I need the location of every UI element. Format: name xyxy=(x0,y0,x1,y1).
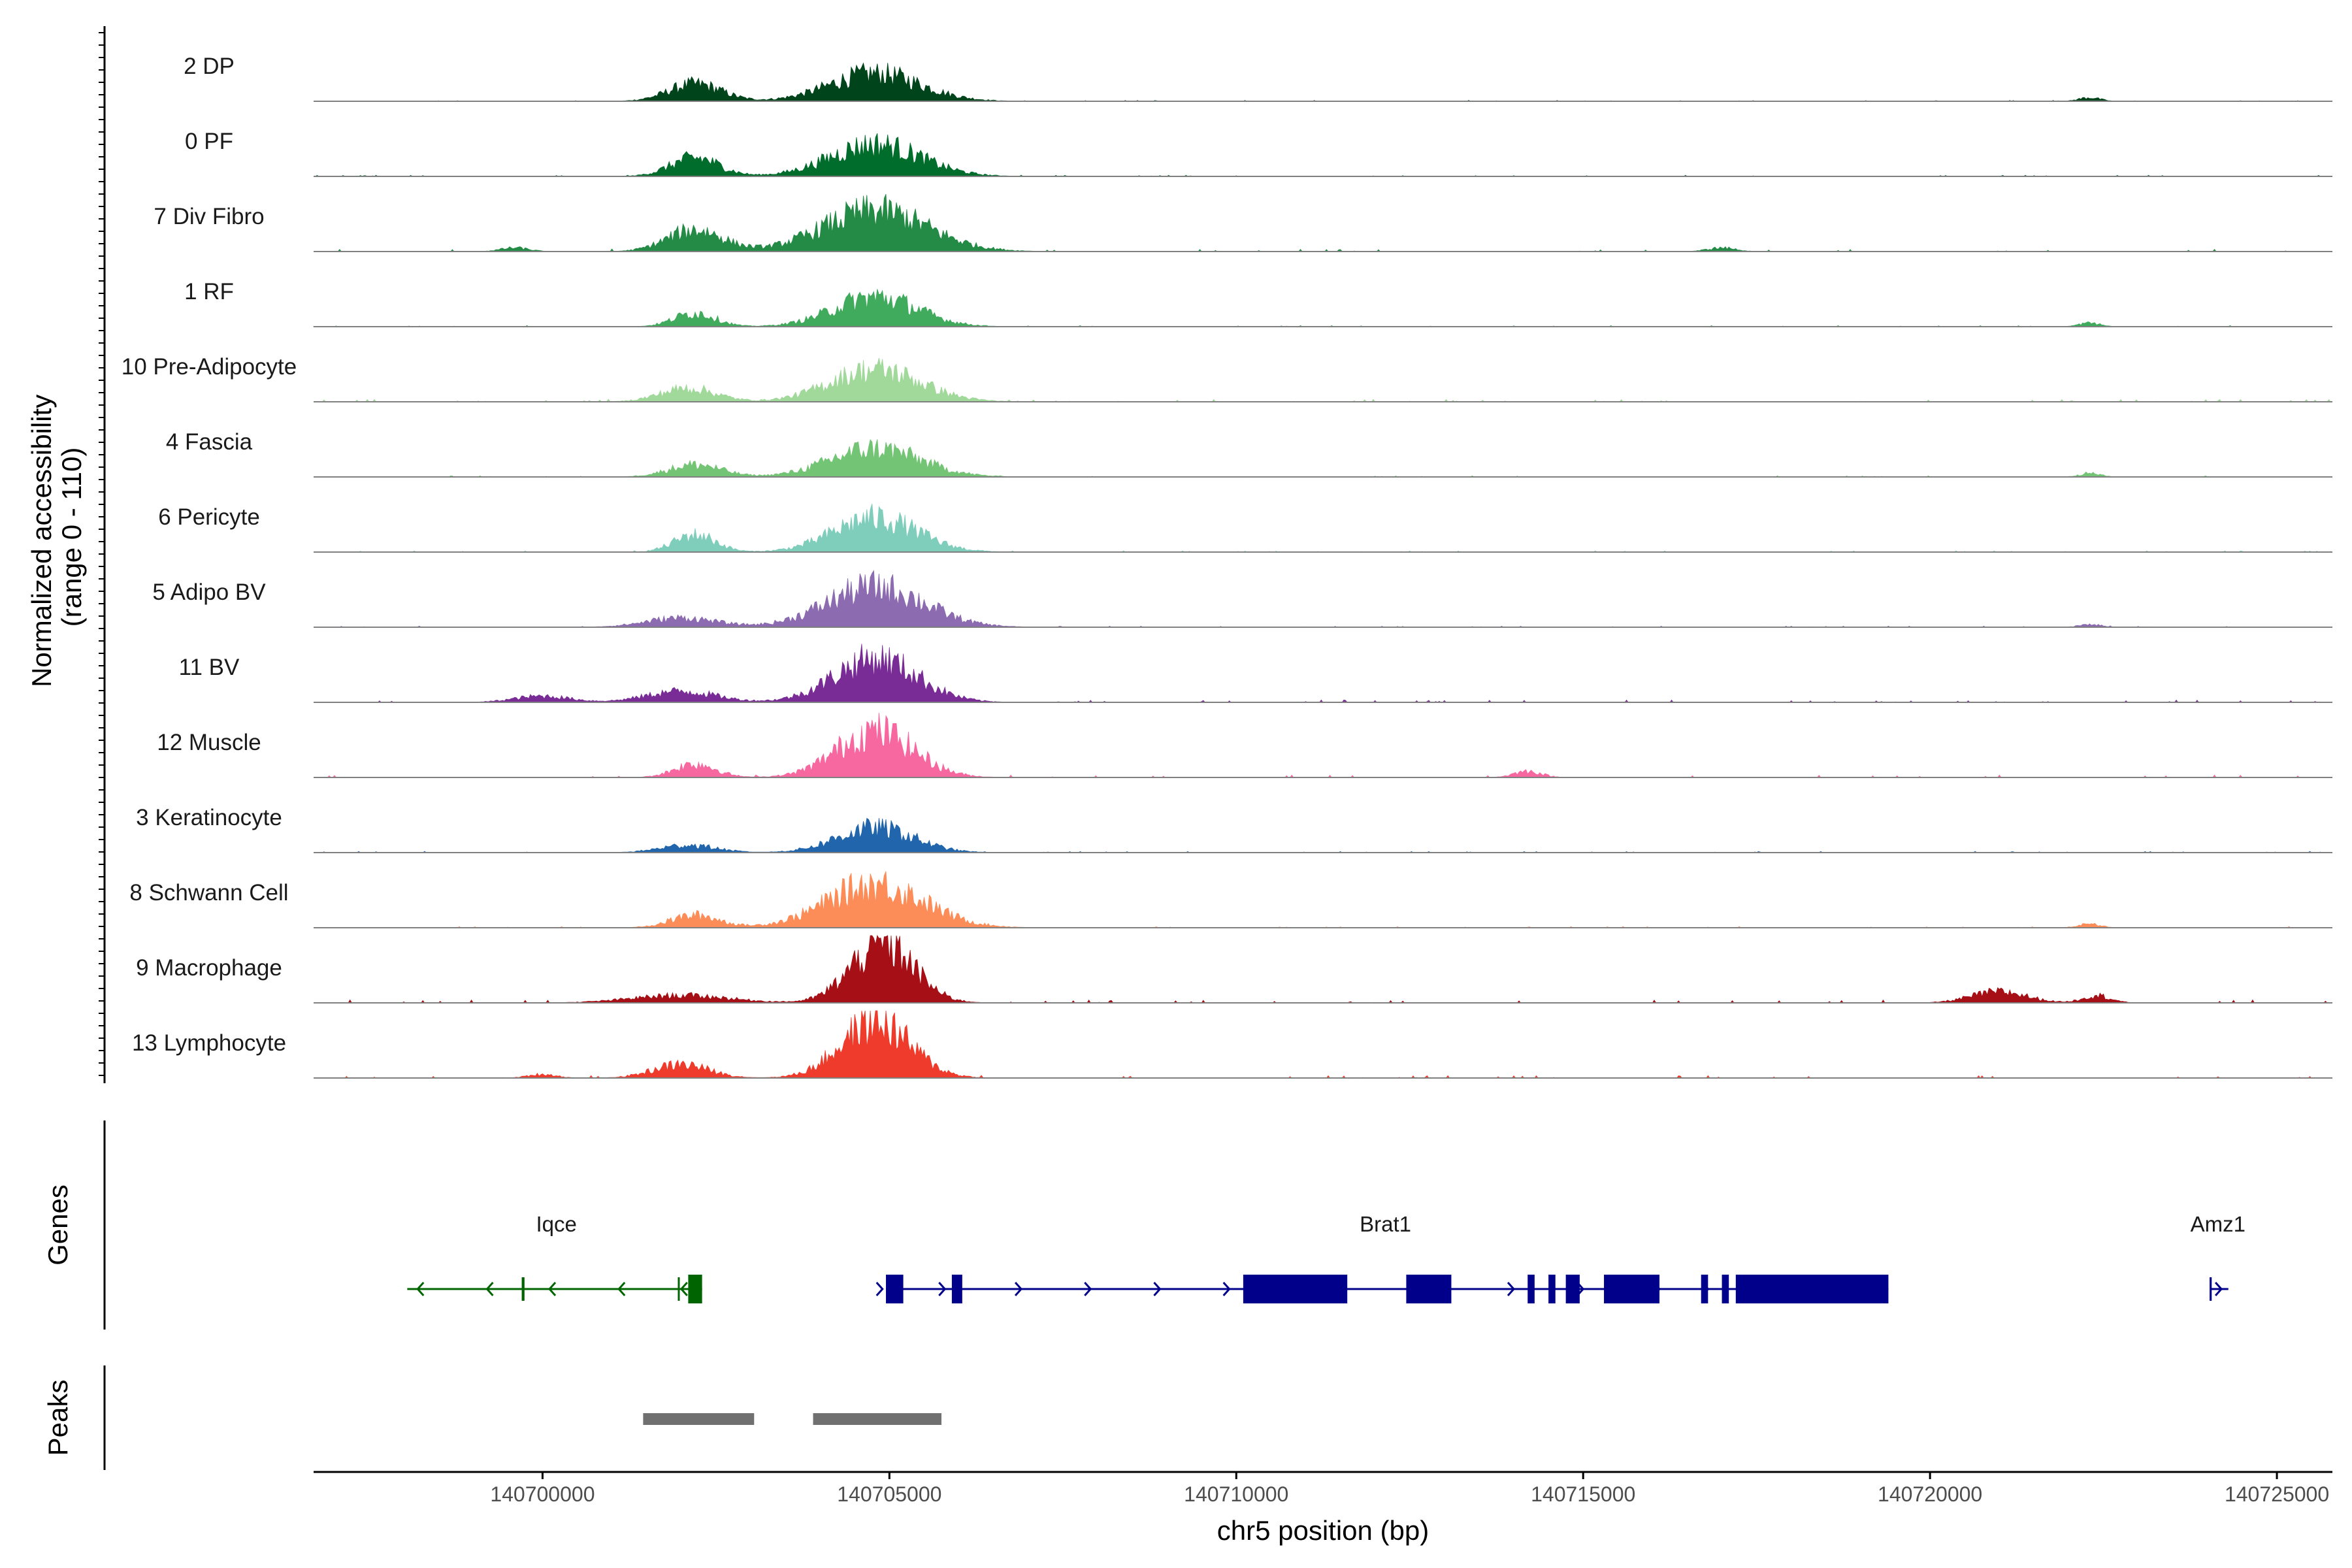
gene-annotations: Iqce Brat1 Amz1 xyxy=(407,1212,2246,1303)
genes-panel-label: Genes xyxy=(42,1184,73,1266)
track-10-pre-adipocyte: 10 Pre-Adipocyte xyxy=(122,354,2332,402)
exon xyxy=(1565,1275,1580,1303)
exon xyxy=(886,1275,904,1303)
exon xyxy=(951,1275,962,1303)
x-tick-label: 140705000 xyxy=(837,1482,941,1506)
y-axis-title: Normalized accessibility (range 0 - 110) xyxy=(26,387,87,687)
track-label: 9 Macrophage xyxy=(136,955,282,981)
gene-name: Amz1 xyxy=(2191,1212,2246,1236)
exon xyxy=(678,1277,680,1301)
exon xyxy=(521,1277,525,1301)
coverage-area xyxy=(314,503,2333,553)
track-5-adipo-bv: 5 Adipo BV xyxy=(152,570,2332,628)
track-label: 1 RF xyxy=(184,279,234,304)
exon xyxy=(1604,1275,1659,1303)
peak-bar xyxy=(813,1413,941,1425)
coverage-area xyxy=(313,817,2332,853)
track-label: 2 DP xyxy=(184,54,235,79)
gene-brat1: Brat1 xyxy=(875,1212,1889,1303)
strand-arrow xyxy=(1084,1281,1092,1297)
strand-arrow xyxy=(679,1281,688,1297)
exon xyxy=(1243,1275,1348,1303)
coverage-area xyxy=(314,357,2332,402)
strand-arrow xyxy=(875,1281,884,1297)
exon xyxy=(1722,1275,1729,1303)
x-tick-label: 140720000 xyxy=(1878,1482,1982,1506)
coverage-area xyxy=(314,871,2332,928)
track-9-macrophage: 9 Macrophage xyxy=(136,934,2332,1004)
coverage-area xyxy=(314,934,2332,1004)
exon xyxy=(688,1275,702,1303)
strand-arrow xyxy=(416,1281,425,1297)
exon xyxy=(1527,1275,1535,1303)
x-tick-label: 140710000 xyxy=(1184,1482,1288,1506)
accessibility-y-axis xyxy=(99,26,106,1083)
gene-name: Brat1 xyxy=(1360,1212,1411,1236)
track-7-div-fibro: 7 Div Fibro xyxy=(154,194,2332,252)
track-label: 11 BV xyxy=(179,655,240,680)
track-12-muscle: 12 Muscle xyxy=(157,713,2332,778)
y-axis-title-line2: (range 0 - 110) xyxy=(56,448,87,627)
track-label: 10 Pre-Adipocyte xyxy=(122,354,297,380)
strand-arrow xyxy=(1014,1281,1023,1297)
track-label: 5 Adipo BV xyxy=(152,580,266,605)
exon xyxy=(2210,1277,2212,1301)
track-2-dp: 2 DP xyxy=(184,54,2332,102)
exon xyxy=(1548,1275,1556,1303)
strand-arrow xyxy=(548,1281,557,1297)
track-3-keratinocyte: 3 Keratinocyte xyxy=(136,805,2332,853)
track-label: 0 PF xyxy=(185,129,233,154)
exon xyxy=(1406,1275,1452,1303)
track-8-schwann-cell: 8 Schwann Cell xyxy=(129,871,2332,928)
coverage-area xyxy=(314,713,2332,778)
coverage-tracks: 2 DP 0 PF 7 Div Fibro 1 RF 10 Pre-Adipocyte 4… xyxy=(122,54,2333,1079)
x-tick-label: 140715000 xyxy=(1531,1482,1635,1506)
track-0-pf: 0 PF xyxy=(185,129,2332,177)
strand-arrow xyxy=(1507,1281,1516,1297)
peak-bar xyxy=(643,1413,755,1425)
coverage-area xyxy=(314,644,2332,703)
track-label: 13 Lymphocyte xyxy=(132,1030,286,1056)
strand-arrow xyxy=(617,1281,626,1297)
strand-arrow xyxy=(2214,1281,2223,1297)
track-11-bv: 11 BV xyxy=(179,644,2332,703)
strand-arrow xyxy=(485,1281,494,1297)
coverage-area xyxy=(314,194,2332,252)
track-4-fascia: 4 Fascia xyxy=(166,429,2332,478)
strand-arrow xyxy=(938,1281,947,1297)
strand-arrow xyxy=(1153,1281,1162,1297)
track-6-pericyte: 6 Pericyte xyxy=(158,503,2333,553)
coverage-area xyxy=(313,289,2332,327)
x-tick-label: 140700000 xyxy=(490,1482,595,1506)
track-13-lymphocyte: 13 Lymphocyte xyxy=(132,1010,2332,1079)
coverage-area xyxy=(314,439,2332,478)
strand-arrow xyxy=(1222,1281,1231,1297)
peaks-panel-label: Peaks xyxy=(42,1380,73,1456)
y-axis-title-line1: Normalized accessibility xyxy=(26,395,57,687)
peak-regions xyxy=(643,1413,941,1425)
coverage-area xyxy=(314,62,2332,102)
exon xyxy=(1735,1275,1889,1303)
x-axis: 140700000 140705000 140710000 140715000 1407… xyxy=(314,1471,2332,1506)
x-tick-label: 140725000 xyxy=(2225,1482,2329,1506)
track-label: 6 Pericyte xyxy=(158,504,260,530)
gene-iqce: Iqce xyxy=(407,1212,702,1303)
coverage-area xyxy=(314,1010,2332,1079)
coverage-area xyxy=(314,570,2332,628)
gene-amz1: Amz1 xyxy=(2191,1212,2246,1301)
x-axis-title: chr5 position (bp) xyxy=(1217,1515,1429,1546)
track-label: 3 Keratinocyte xyxy=(136,805,282,830)
track-label: 12 Muscle xyxy=(157,730,261,755)
exon xyxy=(1701,1275,1708,1303)
gene-name: Iqce xyxy=(536,1212,576,1236)
track-1-rf: 1 RF xyxy=(184,279,2332,327)
track-label: 4 Fascia xyxy=(166,429,253,455)
track-label: 8 Schwann Cell xyxy=(129,880,288,906)
coverage-area xyxy=(314,133,2332,177)
track-label: 7 Div Fibro xyxy=(154,204,264,229)
